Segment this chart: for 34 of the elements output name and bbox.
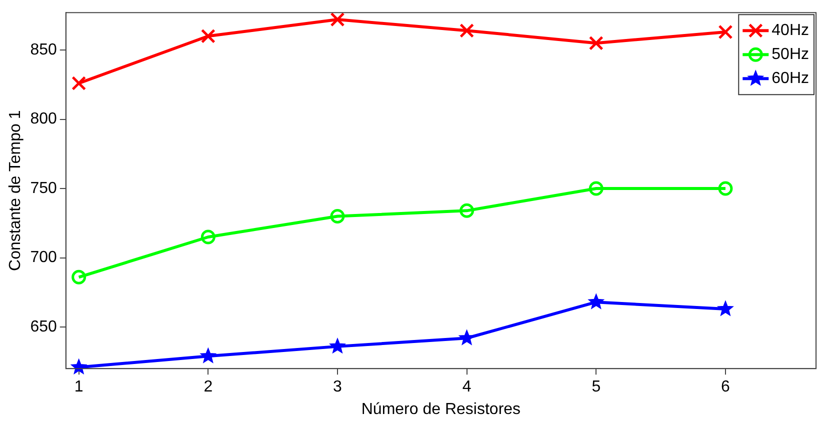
point <box>330 208 345 224</box>
point <box>72 360 86 374</box>
x-axis-title: Número de Resistores <box>361 400 521 418</box>
legend-label: 40Hz <box>772 22 810 40</box>
x-tick-label: 3 <box>333 378 342 396</box>
point <box>460 203 474 218</box>
y-tick-label: 850 <box>30 41 57 58</box>
y-tick-label: 700 <box>30 249 57 266</box>
y-tick-label: 650 <box>30 318 57 336</box>
point <box>588 294 604 308</box>
point <box>588 36 604 50</box>
x-tick-label: 1 <box>74 378 84 396</box>
point <box>588 181 604 196</box>
point <box>460 23 474 38</box>
y-tick-label: 800 <box>30 110 57 128</box>
point <box>72 270 86 284</box>
point <box>718 181 733 196</box>
point <box>330 12 345 27</box>
y-tick-label: 750 <box>30 180 57 197</box>
point <box>718 301 733 316</box>
x-tick-label: 4 <box>462 378 472 396</box>
point <box>72 76 86 90</box>
x-tick-label: 6 <box>721 378 730 396</box>
x-tick-label: 2 <box>204 378 213 396</box>
legend-label: 60Hz <box>772 70 810 88</box>
point <box>330 338 345 353</box>
point <box>200 28 216 44</box>
x-tick-label: 5 <box>592 378 601 396</box>
point <box>460 330 474 344</box>
point <box>200 348 216 362</box>
point <box>200 230 216 244</box>
point <box>718 24 733 40</box>
y-axis-title: Constante de Tempo 1 <box>7 110 24 271</box>
legend-label: 50Hz <box>772 46 810 64</box>
